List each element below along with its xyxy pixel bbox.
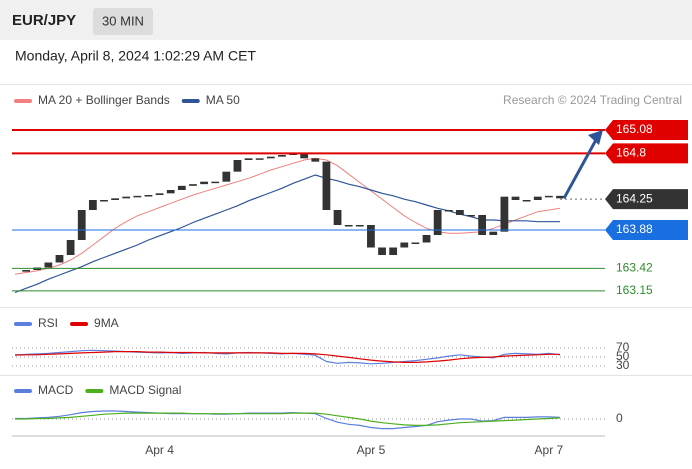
forecast-arrowhead (588, 130, 603, 145)
candle (222, 171, 231, 182)
candle (333, 210, 342, 225)
candle (367, 225, 375, 248)
candle (166, 190, 175, 194)
separator (0, 307, 692, 308)
level-badge (605, 189, 688, 210)
candle (100, 200, 108, 202)
candle (155, 193, 164, 195)
candle (122, 196, 131, 199)
candle (311, 158, 320, 162)
level-label: 163.42 (616, 261, 653, 275)
candle (400, 242, 409, 248)
credit: Research © 2024 Trading Central (503, 93, 682, 107)
candle (177, 185, 186, 190)
candle (467, 215, 475, 217)
candle (544, 195, 553, 198)
candle (200, 181, 208, 185)
candle (88, 200, 97, 210)
x-tick-label: Apr 4 (145, 443, 174, 457)
level-label: 163.88 (616, 222, 653, 236)
level-label: 163.15 (616, 283, 653, 297)
level-badge (605, 143, 688, 164)
candle (244, 158, 253, 160)
candle (322, 161, 331, 210)
candle (422, 235, 431, 243)
separator (0, 84, 692, 85)
indicator-line (14, 351, 560, 363)
candle (489, 231, 498, 235)
candle (111, 198, 119, 200)
legend-label: MA 50 (206, 93, 240, 107)
y-tick-label: 30 (616, 358, 630, 372)
candle (411, 242, 420, 244)
level-label: 164.8 (616, 146, 646, 160)
candle (511, 196, 520, 200)
candle (189, 184, 197, 186)
candle (211, 181, 220, 184)
forecast-arrow (562, 137, 599, 200)
candle (44, 262, 53, 268)
legend-label: MACD (38, 383, 74, 397)
timeframe: 30 MIN (102, 13, 144, 28)
legend-label: MA 20 + Bollinger Bands (38, 93, 170, 107)
level-label: 164.25 (616, 191, 653, 205)
candle (355, 225, 364, 227)
candle (433, 210, 442, 235)
candle (300, 153, 309, 159)
y-tick-label: 70 (616, 340, 630, 354)
x-tick-label: Apr 7 (535, 443, 564, 457)
candle (233, 160, 242, 172)
candle (344, 225, 353, 227)
separator (0, 375, 692, 376)
level-label: 165.08 (616, 122, 653, 136)
candle (556, 195, 564, 199)
candle (66, 240, 75, 255)
candle (22, 270, 31, 272)
datetime: Monday, April 8, 2024 1:02:29 AM CET (15, 48, 256, 64)
indicator-line (15, 412, 561, 426)
candle (378, 247, 386, 255)
level-badge (605, 120, 688, 140)
candle (55, 255, 64, 263)
y-tick-label: 50 (616, 349, 630, 363)
candle (144, 195, 153, 197)
ma-line (14, 157, 561, 275)
candle (500, 196, 509, 232)
legend-label: MACD Signal (109, 383, 181, 397)
candle (255, 158, 264, 160)
candle (444, 210, 453, 212)
y-tick-label: 0 (616, 411, 623, 425)
candle (478, 215, 487, 235)
candle (533, 196, 542, 200)
symbol: EUR/JPY (12, 12, 76, 29)
candle (133, 195, 142, 198)
legend-label: RSI (38, 316, 58, 330)
candle (266, 156, 275, 159)
candle (278, 155, 286, 157)
x-tick-label: Apr 5 (357, 443, 386, 457)
candle (456, 210, 464, 215)
legend-label: 9MA (94, 316, 119, 330)
level-badge (605, 220, 688, 240)
candle (522, 200, 531, 202)
candle (389, 247, 398, 255)
timeframe-badge (93, 8, 153, 35)
candle (77, 210, 86, 240)
